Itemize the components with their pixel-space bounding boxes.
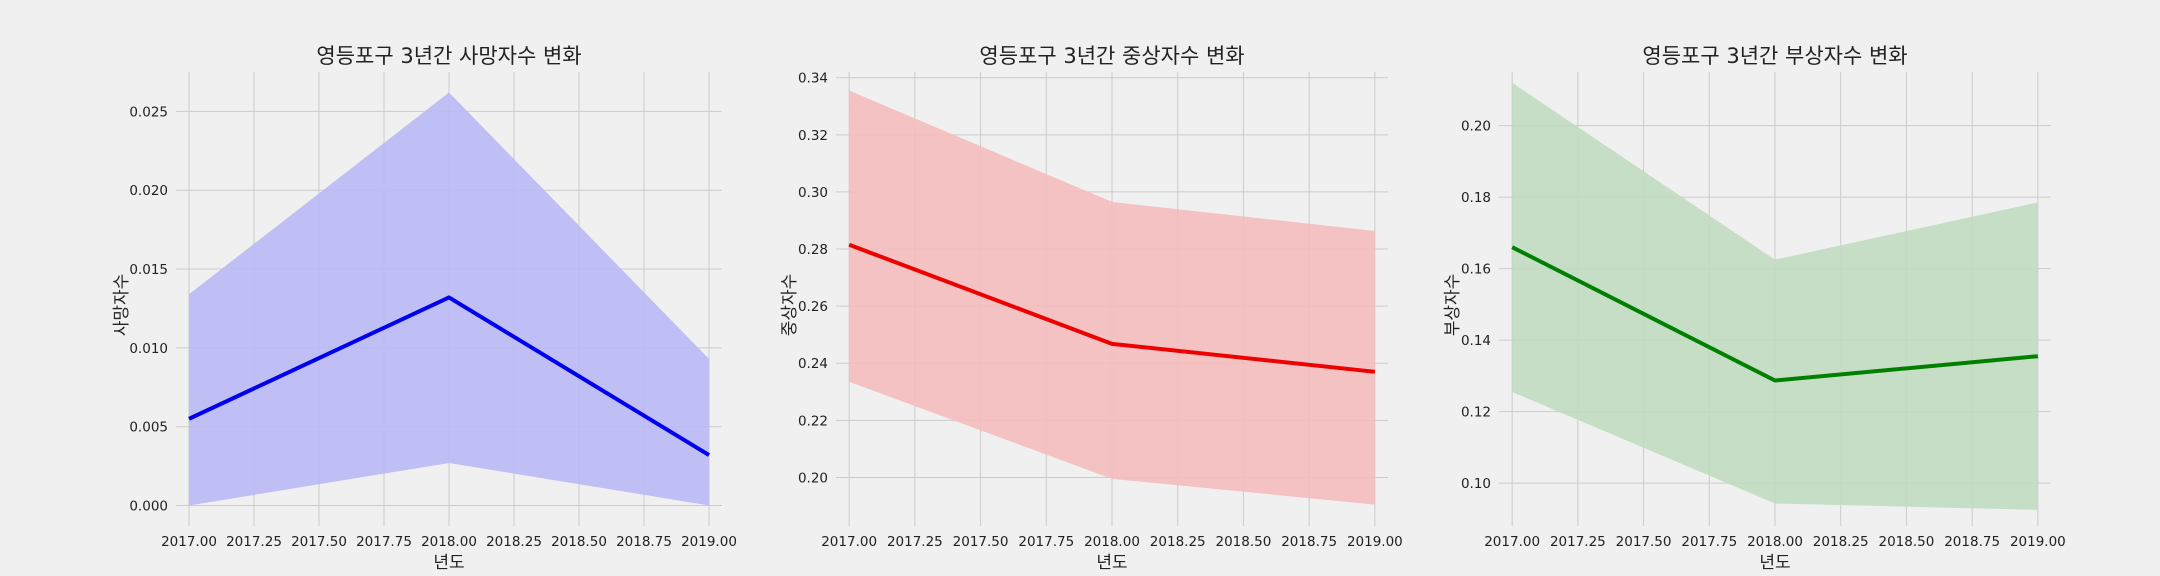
x-tick-label: 2018.00 xyxy=(1084,534,1140,550)
x-tick-label: 2018.75 xyxy=(616,534,672,550)
x-tick-label: 2018.00 xyxy=(1747,534,1803,550)
x-tick-label: 2017.00 xyxy=(821,534,877,550)
y-tick-label: 0.18 xyxy=(1461,190,1491,206)
x-tick-label: 2018.50 xyxy=(1216,534,1272,550)
chart-title: 영등포구 3년간 부상자수 변화 xyxy=(1642,44,1907,68)
x-tick-label: 2017.50 xyxy=(291,534,347,550)
x-axis-label: 년도 xyxy=(433,553,464,573)
y-tick-label: 0.28 xyxy=(798,242,828,258)
y-tick-label: 0.32 xyxy=(798,128,828,144)
x-tick-label: 2019.00 xyxy=(2010,534,2066,550)
chart-title: 영등포구 3년간 중상자수 변화 xyxy=(979,44,1244,68)
y-axis-label: 부상자수 xyxy=(1443,274,1463,337)
x-tick-label: 2018.25 xyxy=(1150,534,1206,550)
x-tick-label: 2017.50 xyxy=(953,534,1009,550)
x-tick-label: 2017.00 xyxy=(161,534,217,550)
x-tick-label: 2017.25 xyxy=(226,534,282,550)
chart-panel-serious-injuries: 영등포구 3년간 중상자수 변화 년도 중상자수 2017.00 2017.25 2… xyxy=(780,44,1403,573)
y-tick-label: 0.020 xyxy=(129,183,168,199)
y-tick-label: 0.005 xyxy=(129,420,168,436)
y-tick-label: 0.22 xyxy=(798,413,828,429)
chart-title: 영등포구 3년간 사망자수 변화 xyxy=(316,44,581,68)
y-axis-label: 중상자수 xyxy=(780,274,800,337)
y-tick-label: 0.000 xyxy=(129,499,168,515)
confidence-band xyxy=(849,90,1375,505)
x-tick-label: 2017.75 xyxy=(356,534,412,550)
x-tick-label: 2018.00 xyxy=(421,534,477,550)
x-axis-label: 년도 xyxy=(1759,553,1790,573)
x-tick-label: 2018.50 xyxy=(551,534,607,550)
y-tick-label: 0.16 xyxy=(1461,262,1491,278)
x-tick-label: 2019.00 xyxy=(681,534,737,550)
x-tick-label: 2018.75 xyxy=(1281,534,1337,550)
y-tick-label: 0.10 xyxy=(1461,476,1491,492)
y-tick-label: 0.12 xyxy=(1461,405,1491,421)
x-tick-label: 2017.75 xyxy=(1681,534,1737,550)
y-axis-label: 사망자수 xyxy=(112,274,132,337)
y-tick-label: 0.30 xyxy=(798,185,828,201)
y-tick-label: 0.24 xyxy=(798,356,828,372)
x-tick-label: 2017.50 xyxy=(1616,534,1672,550)
confidence-band xyxy=(1512,82,2038,510)
series-line xyxy=(1511,245,2039,383)
y-tick-label: 0.015 xyxy=(129,262,168,278)
x-tick-label: 2017.25 xyxy=(1550,534,1606,550)
x-tick-label: 2019.00 xyxy=(1347,534,1403,550)
x-tick-label: 2017.75 xyxy=(1018,534,1074,550)
y-tick-label: 0.20 xyxy=(1461,119,1491,135)
x-tick-label: 2018.25 xyxy=(486,534,542,550)
x-tick-label: 2017.00 xyxy=(1484,534,1540,550)
x-tick-label: 2018.75 xyxy=(1944,534,2000,550)
y-tick-label: 0.025 xyxy=(129,104,168,120)
x-tick-label: 2017.25 xyxy=(887,534,943,550)
chart-panel-deaths: 영등포구 3년간 사망자수 변화 년도 사망자수 2017.00 2017.25 2… xyxy=(112,44,737,573)
chart-panel-injuries: 영등포구 3년간 부상자수 변화 년도 부상자수 2017.00 2017.25 2… xyxy=(1443,44,2066,573)
x-axis-label: 년도 xyxy=(1096,553,1127,573)
series-line xyxy=(188,295,711,457)
y-tick-label: 0.20 xyxy=(798,470,828,486)
y-tick-label: 0.34 xyxy=(798,71,828,87)
y-tick-label: 0.26 xyxy=(798,299,828,315)
y-tick-label: 0.010 xyxy=(129,341,168,357)
x-tick-label: 2018.25 xyxy=(1813,534,1869,550)
x-tick-label: 2018.50 xyxy=(1879,534,1935,550)
series-line xyxy=(848,242,1376,374)
y-tick-label: 0.14 xyxy=(1461,333,1491,349)
